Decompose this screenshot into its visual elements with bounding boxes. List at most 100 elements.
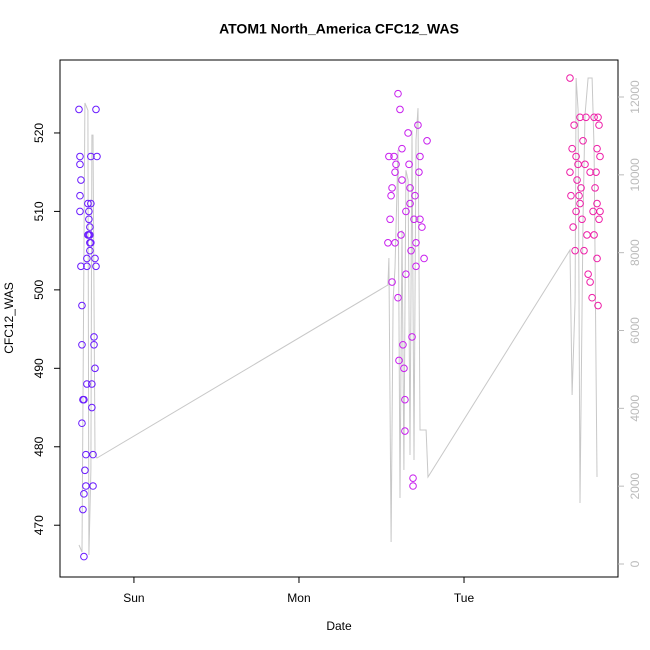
data-point [407,246,415,255]
y-tick-label: 470 [32,515,46,535]
data-point [406,199,414,208]
data-point [397,231,405,239]
data-point [89,482,97,490]
y-axis-label: CFC12_WAS [2,282,16,354]
data-point [593,199,601,208]
data-point [566,168,574,176]
data-point [85,215,93,224]
data-point [402,207,410,216]
data-point [83,380,91,388]
data-point [588,293,596,302]
data-point [387,191,395,200]
data-point [395,356,403,365]
data-point [386,215,394,224]
data-point [82,482,90,490]
data-point [571,246,579,255]
data-point [85,207,93,216]
y2-tick-label: 12000 [628,80,642,114]
data-point [91,254,99,263]
y2-tick-label: 6000 [628,317,642,344]
y2-tick-label: 10000 [628,158,642,192]
data-point [80,395,88,404]
y-tick-label: 500 [32,280,46,300]
data-point [385,152,393,161]
data-point [586,168,594,176]
data-point [399,340,407,349]
y2-tick-label: 0 [628,560,642,567]
data-point [81,466,89,475]
data-point [394,293,402,302]
data-point [84,199,92,208]
data-point [593,144,601,153]
data-point [392,160,400,169]
data-point [391,238,399,247]
data-point [83,262,91,271]
data-point [398,144,406,153]
data-point [80,552,88,561]
data-point [76,207,84,216]
data-point [86,246,94,255]
data-point [577,184,585,192]
data-point [582,113,590,122]
data-point [578,215,586,224]
data-point [575,191,583,200]
data-point [77,176,85,184]
data-point [86,231,94,239]
altitude-line [78,77,598,556]
y-tick-label: 520 [32,123,46,143]
data-point [401,395,409,404]
x-tick-label: Sun [123,591,144,605]
data-point [411,191,419,200]
data-point [388,184,396,192]
y-tick-label: 490 [32,358,46,378]
data-point [394,89,402,98]
data-point [390,152,398,161]
data-point [412,238,420,247]
data-point [596,152,604,161]
data-point [594,113,602,122]
data-point [404,129,412,137]
data-point [406,184,414,192]
data-point [573,176,581,184]
data-point [78,419,86,428]
y2-tick-label: 2000 [628,472,642,499]
data-point [416,215,424,224]
data-point [400,364,408,373]
data-point [410,215,418,224]
data-point [567,191,575,200]
data-point [409,474,417,482]
data-point [78,340,86,349]
y2-tick-label: 8000 [628,239,642,266]
data-point [584,270,592,278]
data-point [590,113,598,122]
data-point [420,254,428,263]
data-point [405,160,413,169]
data-point [78,301,86,310]
data-point [76,160,84,169]
data-point [88,403,96,412]
data-point [581,160,589,169]
data-point [388,278,396,286]
data-point [79,505,87,514]
data-point [576,199,584,208]
data-point [595,215,603,224]
data-point [93,152,101,161]
data-point [415,168,423,176]
data-point [92,262,100,271]
x-axis-label: Date [326,619,352,633]
data-point [408,333,416,341]
data-point [89,450,97,459]
data-point [401,427,409,435]
data-point [92,105,100,114]
data-point [594,301,602,310]
data-point [402,270,410,278]
data-point [596,207,604,216]
data-point [568,144,576,153]
data-point [592,168,600,176]
data-point [414,121,422,129]
data-point [391,168,399,176]
data-point [416,152,424,161]
data-point [591,184,599,192]
data-point [80,490,88,498]
